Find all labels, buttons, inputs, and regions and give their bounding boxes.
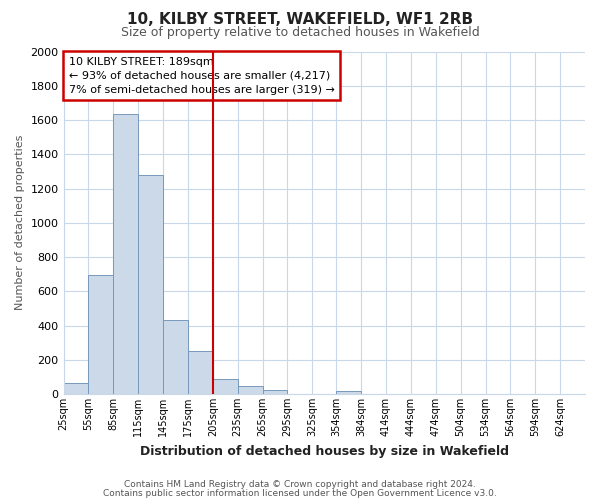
Text: 10, KILBY STREET, WAKEFIELD, WF1 2RB: 10, KILBY STREET, WAKEFIELD, WF1 2RB [127,12,473,28]
Bar [138,175,163,394]
Text: Size of property relative to detached houses in Wakefield: Size of property relative to detached ho… [121,26,479,39]
Text: Contains public sector information licensed under the Open Government Licence v3: Contains public sector information licen… [103,488,497,498]
Bar [238,386,263,394]
Y-axis label: Number of detached properties: Number of detached properties [15,135,25,310]
Bar [336,392,361,394]
Bar [88,275,113,394]
Bar [188,351,213,394]
Bar [113,114,138,394]
Bar [213,380,238,394]
Bar [263,390,287,394]
Bar [64,383,88,394]
Text: Contains HM Land Registry data © Crown copyright and database right 2024.: Contains HM Land Registry data © Crown c… [124,480,476,489]
Text: 10 KILBY STREET: 189sqm
← 93% of detached houses are smaller (4,217)
7% of semi-: 10 KILBY STREET: 189sqm ← 93% of detache… [69,56,335,94]
X-axis label: Distribution of detached houses by size in Wakefield: Distribution of detached houses by size … [140,444,509,458]
Bar [163,320,188,394]
